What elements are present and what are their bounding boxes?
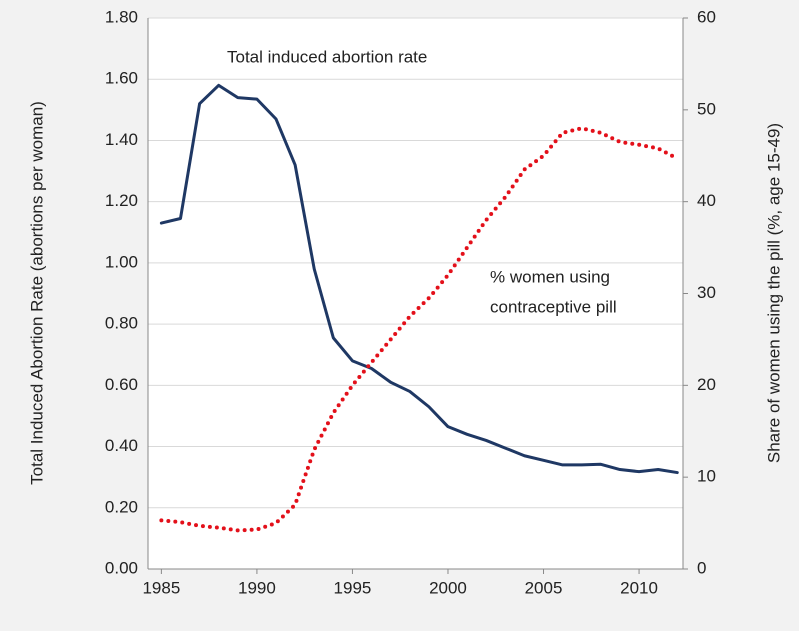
y-tick-label: 0.80 (105, 314, 138, 333)
y-tick-label: 0.40 (105, 436, 138, 455)
x-tick-label: 1985 (142, 578, 180, 597)
y2-tick-label: 60 (697, 7, 716, 26)
y-axis-label: Total Induced Abortion Rate (abortions p… (27, 101, 46, 485)
y-tick-label: 0.60 (105, 375, 138, 394)
x-tick-label: 1990 (238, 578, 276, 597)
x-tick-label: 2000 (429, 578, 467, 597)
y-tick-label: 0.00 (105, 558, 138, 577)
y2-tick-label: 20 (697, 375, 716, 394)
y2-tick-label: 30 (697, 283, 716, 302)
annotation: Total induced abortion rate (227, 47, 427, 66)
y2-tick-label: 10 (697, 467, 716, 486)
plot-area (148, 18, 683, 569)
y-tick-label: 1.80 (105, 7, 138, 26)
y-tick-label: 1.00 (105, 252, 138, 271)
x-tick-label: 1995 (334, 578, 372, 597)
y-tick-label: 1.20 (105, 191, 138, 210)
y2-tick-label: 40 (697, 191, 716, 210)
annotation: % women using (490, 267, 610, 286)
y2-tick-label: 50 (697, 99, 716, 118)
x-tick-label: 2010 (620, 578, 658, 597)
y2-tick-label: 0 (697, 558, 706, 577)
y-tick-label: 1.60 (105, 69, 138, 88)
x-tick-label: 2005 (525, 578, 563, 597)
y2-axis-label: Share of women using the pill (%, age 15… (764, 123, 783, 463)
series-line (159, 83, 679, 475)
series-line (159, 126, 680, 533)
annotation: contraceptive pill (490, 297, 617, 316)
y-tick-label: 1.40 (105, 130, 138, 149)
y-tick-label: 0.20 (105, 497, 138, 516)
